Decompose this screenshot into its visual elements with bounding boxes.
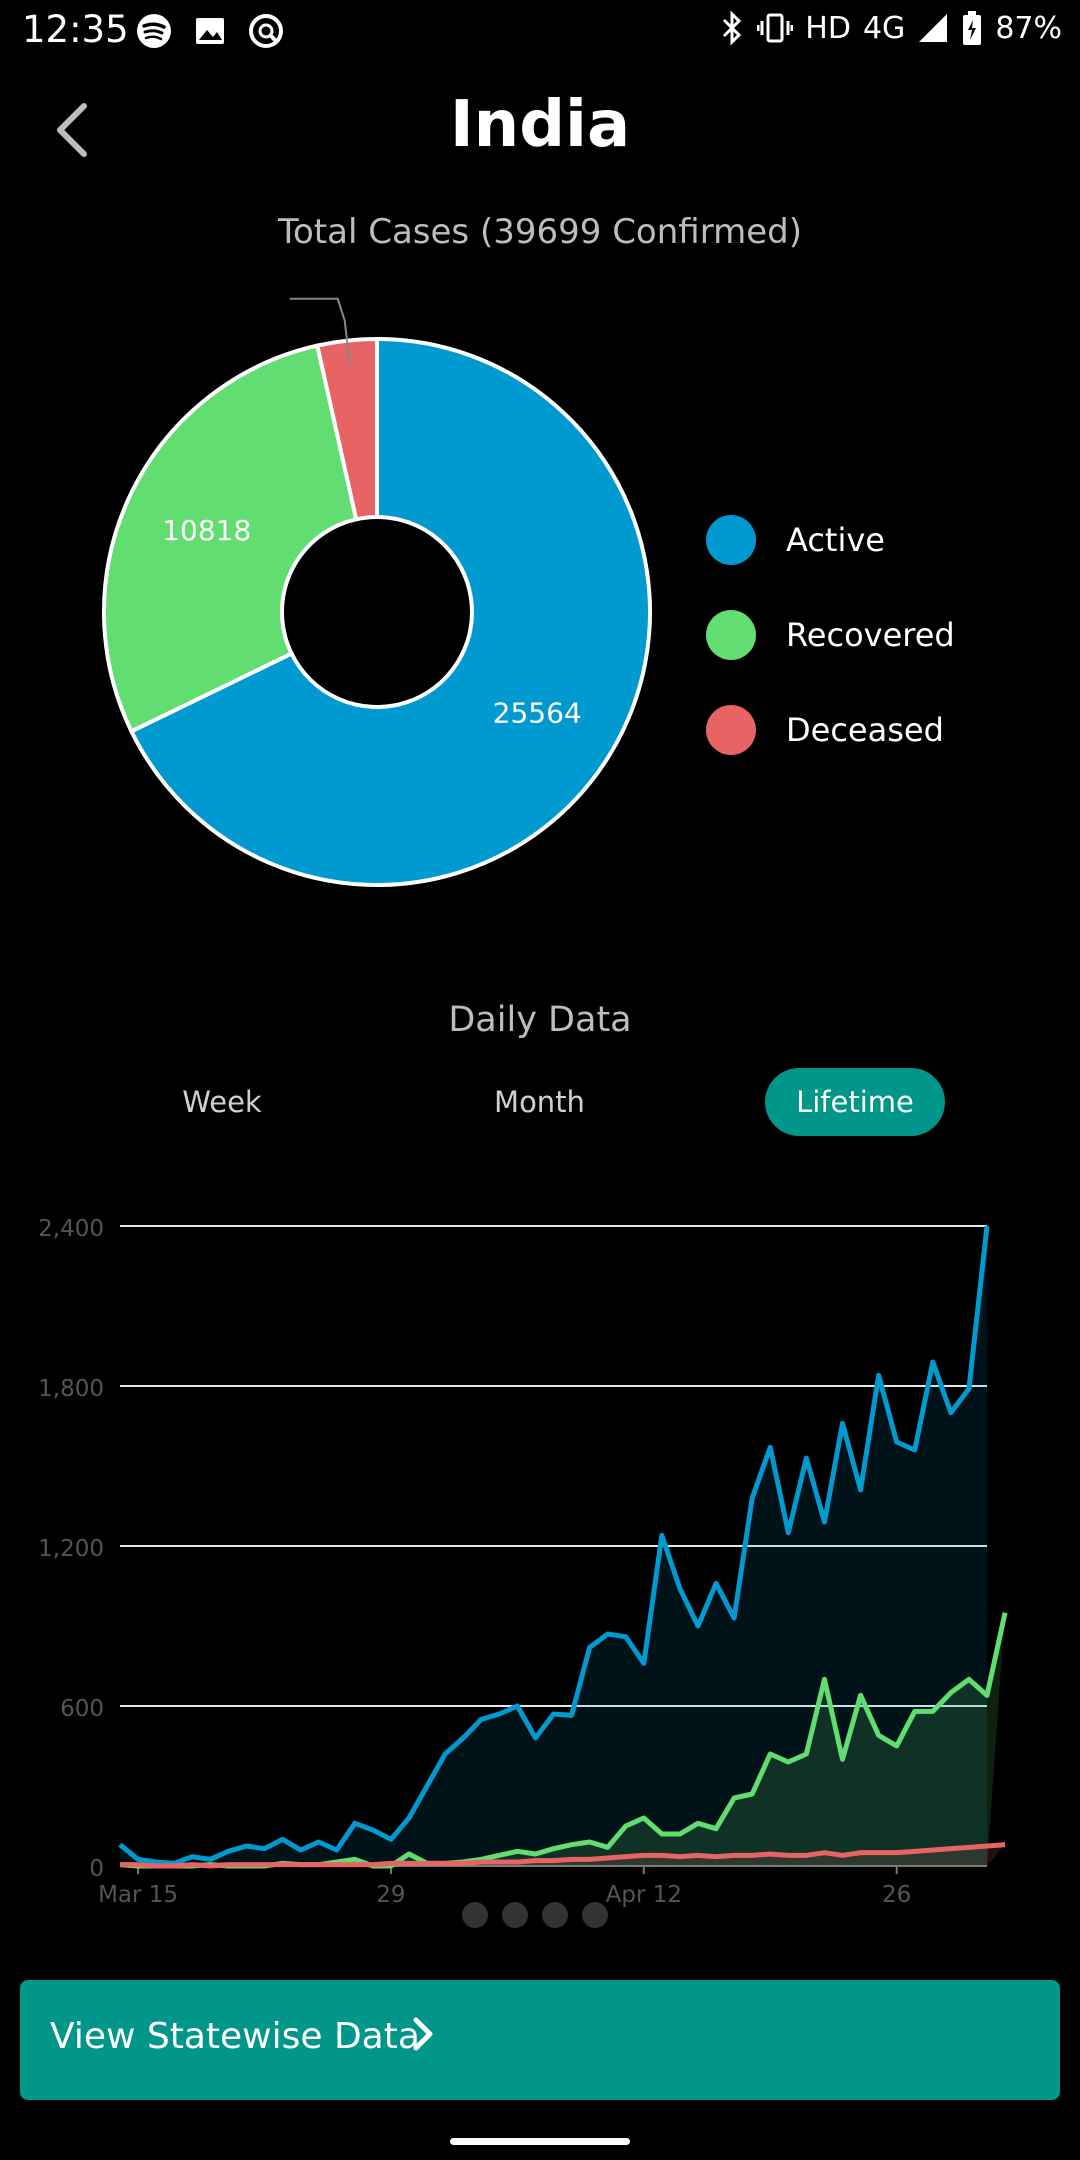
area-recovered bbox=[120, 1612, 1006, 1866]
donut-slice-active bbox=[128, 336, 652, 887]
vibrate-icon bbox=[757, 13, 794, 43]
back-button[interactable] bbox=[48, 100, 98, 160]
page-indicator bbox=[462, 1902, 608, 1928]
signal-icon bbox=[919, 14, 948, 42]
bluetooth-icon bbox=[723, 11, 742, 45]
series-line-active bbox=[118, 1225, 990, 1866]
donut-label-recovered: 10818 bbox=[162, 514, 251, 547]
y-tick-label: 2,400 bbox=[38, 1216, 104, 1242]
donut-svg: 25564 10818 bbox=[102, 297, 652, 887]
legend-item-deceased: Deceased bbox=[706, 682, 955, 777]
legend-label-deceased: Deceased bbox=[786, 710, 944, 749]
image-icon bbox=[196, 18, 224, 44]
legend-dot-deceased bbox=[706, 704, 756, 755]
x-tick-label: 26 bbox=[882, 1882, 911, 1908]
daily-data-title: Daily Data bbox=[448, 1000, 632, 1040]
page-dot[interactable] bbox=[502, 1902, 528, 1928]
cases-donut-chart: 25564 10818 bbox=[0, 290, 1080, 910]
daily-line-chart: 0 600 1,200 1,800 2,400 Mar 15 29 Apr 12 26 bbox=[0, 1200, 1080, 1930]
line-chart-svg: 0 600 1,200 1,800 2,400 Mar 15 29 Apr 12 26 bbox=[38, 1216, 1008, 1908]
y-tick-label: 600 bbox=[60, 1696, 104, 1722]
battery-icon bbox=[963, 11, 982, 45]
status-bar: 12:35 HD 4G bbox=[0, 0, 1080, 62]
tab-lifetime[interactable]: Lifetime bbox=[765, 1068, 945, 1136]
y-tick-label: 1,200 bbox=[38, 1536, 104, 1562]
page-dot[interactable] bbox=[542, 1902, 568, 1928]
donut-leader-deceased bbox=[289, 297, 351, 366]
sync-icon bbox=[249, 14, 283, 48]
page-title: India bbox=[449, 88, 631, 162]
y-tick-label: 1,800 bbox=[38, 1376, 104, 1402]
tab-month[interactable]: Month bbox=[494, 1085, 585, 1119]
x-tick-label: Mar 15 bbox=[98, 1882, 178, 1908]
home-indicator bbox=[450, 2138, 630, 2145]
x-tick-label: 29 bbox=[376, 1882, 405, 1908]
legend-dot-active bbox=[706, 514, 756, 565]
chevron-left-icon bbox=[57, 103, 87, 157]
chevron-right-icon bbox=[413, 2017, 433, 2051]
area-active bbox=[120, 1226, 987, 1866]
area-deceased bbox=[120, 1844, 1006, 1866]
page-dot[interactable] bbox=[462, 1902, 488, 1928]
legend-item-active: Active bbox=[706, 492, 955, 587]
battery-percent: 87% bbox=[995, 10, 1062, 46]
donut-label-active: 25564 bbox=[493, 696, 582, 729]
signal-type: 4G bbox=[862, 10, 906, 46]
total-cases-label: Total Cases (39699 Confirmed) bbox=[278, 212, 802, 252]
status-notification-icons bbox=[135, 12, 285, 50]
x-tick-label: Apr 12 bbox=[606, 1882, 682, 1908]
tab-week[interactable]: Week bbox=[182, 1085, 262, 1119]
legend-label-active: Active bbox=[786, 520, 885, 559]
legend-dot-recovered bbox=[706, 609, 756, 660]
donut-slice-recovered bbox=[102, 343, 359, 735]
y-tick-label: 0 bbox=[89, 1856, 104, 1882]
network-type: HD bbox=[805, 10, 851, 46]
spotify-icon bbox=[137, 14, 171, 48]
view-statewise-label: View Statewise Data bbox=[50, 2016, 420, 2057]
legend-label-recovered: Recovered bbox=[786, 615, 955, 654]
range-tabs: Week Month Lifetime bbox=[0, 1068, 1080, 1136]
status-system-icons: HD 4G 87% bbox=[719, 10, 1062, 46]
view-statewise-button[interactable]: View Statewise Data bbox=[20, 1980, 1060, 2100]
series-line-deceased bbox=[120, 1842, 1006, 1869]
donut-slice-deceased bbox=[314, 336, 379, 522]
legend-item-recovered: Recovered bbox=[706, 587, 955, 682]
page-dot[interactable] bbox=[582, 1902, 608, 1928]
chart-legend: Active Recovered Deceased bbox=[706, 492, 955, 777]
status-time: 12:35 bbox=[22, 8, 129, 51]
